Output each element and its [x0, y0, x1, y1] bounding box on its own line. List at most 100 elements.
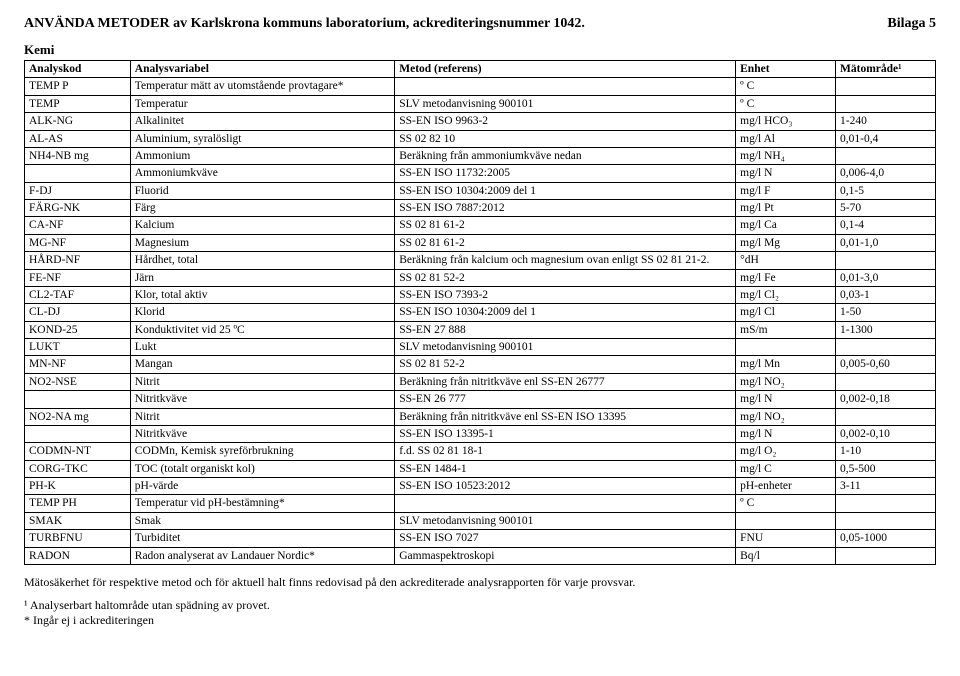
table-cell: mg/l NO₂ — [736, 373, 836, 390]
table-cell: f.d. SS 02 81 18-1 — [395, 443, 736, 460]
table-cell: 1-240 — [836, 113, 936, 130]
table-cell: CODMn, Kemisk syreförbrukning — [130, 443, 394, 460]
table-row: MG-NFMagnesiumSS 02 81 61-2mg/l Mg0,01-1… — [25, 234, 936, 251]
table-cell: SS 02 81 52-2 — [395, 356, 736, 373]
table-cell: Nitritkväve — [130, 425, 394, 442]
table-row: NitritkväveSS-EN 26 777mg/l N0,002-0,18 — [25, 391, 936, 408]
table-cell: 1-1300 — [836, 321, 936, 338]
table-row: NO2-NA mgNitritBeräkning från nitritkväv… — [25, 408, 936, 425]
table-row: LUKTLuktSLV metodanvisning 900101 — [25, 339, 936, 356]
table-cell: LUKT — [25, 339, 131, 356]
table-cell: TEMP P — [25, 78, 131, 95]
table-cell: Turbiditet — [130, 530, 394, 547]
table-cell: Järn — [130, 269, 394, 286]
table-cell — [836, 339, 936, 356]
table-cell: Alkalinitet — [130, 113, 394, 130]
table-cell: Mangan — [130, 356, 394, 373]
table-cell — [836, 495, 936, 512]
table-cell: mg/l Cl — [736, 304, 836, 321]
table-cell: Nitrit — [130, 408, 394, 425]
table-cell: FNU — [736, 530, 836, 547]
table-cell: SS 02 81 61-2 — [395, 234, 736, 251]
table-row: HÅRD-NFHårdhet, totalBeräkning från kalc… — [25, 252, 936, 269]
table-header-row: Analyskod Analysvariabel Metod (referens… — [25, 61, 936, 78]
table-cell: TURBFNU — [25, 530, 131, 547]
col-analyskod: Analyskod — [25, 61, 131, 78]
table-cell: mg/l Fe — [736, 269, 836, 286]
table-cell: SLV metodanvisning 900101 — [395, 95, 736, 112]
table-cell — [736, 339, 836, 356]
table-cell — [836, 147, 936, 164]
table-cell: 0,01-0,4 — [836, 130, 936, 147]
table-cell: CODMN-NT — [25, 443, 131, 460]
table-cell: NO2-NSE — [25, 373, 131, 390]
table-cell: SS 02 81 52-2 — [395, 269, 736, 286]
table-cell: PH-K — [25, 478, 131, 495]
table-cell — [836, 547, 936, 564]
table-cell: Radon analyserat av Landauer Nordic* — [130, 547, 394, 564]
table-cell: SS 02 81 61-2 — [395, 217, 736, 234]
table-cell: SS-EN 1484-1 — [395, 460, 736, 477]
table-cell: SS-EN ISO 10304:2009 del 1 — [395, 304, 736, 321]
table-row: MN-NFManganSS 02 81 52-2mg/l Mn0,005-0,6… — [25, 356, 936, 373]
table-cell: mg/l Al — [736, 130, 836, 147]
table-cell — [836, 408, 936, 425]
table-cell: SS-EN ISO 11732:2005 — [395, 165, 736, 182]
table-cell: mg/l NO₂ — [736, 408, 836, 425]
table-row: FE-NFJärnSS 02 81 52-2mg/l Fe0,01-3,0 — [25, 269, 936, 286]
col-metod: Metod (referens) — [395, 61, 736, 78]
table-row: CA-NFKalciumSS 02 81 61-2mg/l Ca0,1-4 — [25, 217, 936, 234]
table-cell — [395, 495, 736, 512]
table-cell: mg/l NH₄ — [736, 147, 836, 164]
table-cell — [836, 78, 936, 95]
page-title: ANVÄNDA METODER av Karlskrona kommuns la… — [24, 16, 585, 32]
table-cell: mg/l Mn — [736, 356, 836, 373]
table-cell: CA-NF — [25, 217, 131, 234]
table-cell: 0,002-0,10 — [836, 425, 936, 442]
table-row: SMAKSmakSLV metodanvisning 900101 — [25, 512, 936, 529]
table-cell: FE-NF — [25, 269, 131, 286]
table-cell — [836, 95, 936, 112]
footnote-2: * Ingår ej i ackrediteringen — [24, 613, 936, 628]
table-cell: Nitritkväve — [130, 391, 394, 408]
table-cell — [836, 373, 936, 390]
table-cell: mg/l Mg — [736, 234, 836, 251]
col-analysvariabel: Analysvariabel — [130, 61, 394, 78]
table-cell: Aluminium, syralösligt — [130, 130, 394, 147]
table-cell: TEMP — [25, 95, 131, 112]
table-cell: Temperatur — [130, 95, 394, 112]
table-cell: RADON — [25, 547, 131, 564]
table-cell: º C — [736, 78, 836, 95]
table-cell: 0,005-0,60 — [836, 356, 936, 373]
table-cell: Temperatur vid pH-bestämning* — [130, 495, 394, 512]
table-cell: mg/l C — [736, 460, 836, 477]
table-cell: 0,01-3,0 — [836, 269, 936, 286]
table-row: TURBFNUTurbiditetSS-EN ISO 7027FNU0,05-1… — [25, 530, 936, 547]
table-row: AL-ASAluminium, syralösligtSS 02 82 10mg… — [25, 130, 936, 147]
table-cell: Klor, total aktiv — [130, 286, 394, 303]
table-row: TEMPTemperaturSLV metodanvisning 900101º… — [25, 95, 936, 112]
table-cell: Beräkning från nitritkväve enl SS-EN 267… — [395, 373, 736, 390]
table-cell: SS-EN 27 888 — [395, 321, 736, 338]
table-cell: SS-EN ISO 10523:2012 — [395, 478, 736, 495]
table-row: KOND-25Konduktivitet vid 25 ºCSS-EN 27 8… — [25, 321, 936, 338]
table-row: CORG-TKCTOC (totalt organiskt kol)SS-EN … — [25, 460, 936, 477]
table-row: NO2-NSENitritBeräkning från nitritkväve … — [25, 373, 936, 390]
table-row: CL2-TAFKlor, total aktivSS-EN ISO 7393-2… — [25, 286, 936, 303]
table-cell: °dH — [736, 252, 836, 269]
table-cell: mg/l F — [736, 182, 836, 199]
title-row: ANVÄNDA METODER av Karlskrona kommuns la… — [24, 16, 936, 32]
table-cell: Magnesium — [130, 234, 394, 251]
table-cell: SS-EN ISO 10304:2009 del 1 — [395, 182, 736, 199]
table-cell: SLV metodanvisning 900101 — [395, 512, 736, 529]
table-cell: Beräkning från nitritkväve enl SS-EN ISO… — [395, 408, 736, 425]
table-cell: 0,1-5 — [836, 182, 936, 199]
table-cell: mg/l Pt — [736, 200, 836, 217]
table-cell: SS-EN ISO 13395-1 — [395, 425, 736, 442]
table-cell: mg/l N — [736, 391, 836, 408]
table-cell: Temperatur mätt av utomstående provtagar… — [130, 78, 394, 95]
table-cell: TOC (totalt organiskt kol) — [130, 460, 394, 477]
table-cell: Lukt — [130, 339, 394, 356]
table-cell: 0,5-500 — [836, 460, 936, 477]
table-cell: 5-70 — [836, 200, 936, 217]
